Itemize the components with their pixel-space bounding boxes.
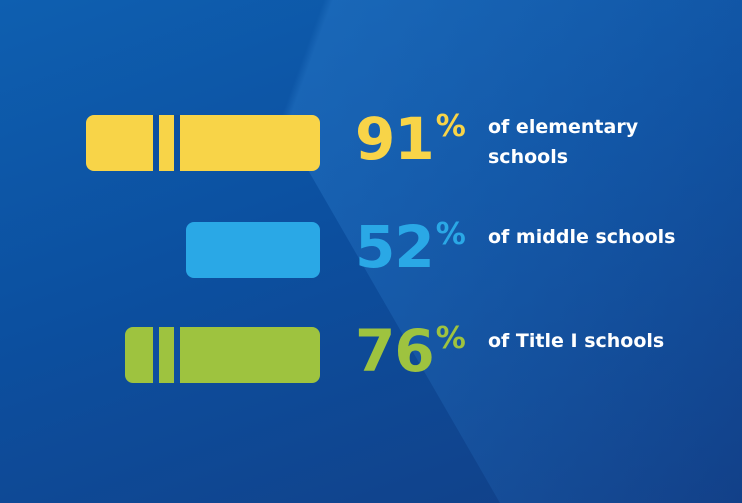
percent-value: 52 xyxy=(355,213,435,281)
percent-symbol: % xyxy=(435,321,466,356)
bar-2 xyxy=(186,222,320,278)
bar-1 xyxy=(86,115,320,171)
percent-symbol: % xyxy=(435,217,466,252)
bar-3 xyxy=(125,327,320,383)
bar-stripe xyxy=(174,327,180,383)
percent-value: 91 xyxy=(355,105,435,173)
bar-stripe xyxy=(174,115,180,171)
percent-value: 76 xyxy=(355,317,435,385)
category-label-2: of middle schools xyxy=(488,226,676,248)
bar-stripe xyxy=(153,115,159,171)
category-label-3: of Title I schools xyxy=(488,330,665,352)
percent-label-2: 52% xyxy=(355,217,466,276)
category-label-1: of elementary schools xyxy=(488,116,639,168)
bar-stripe xyxy=(153,327,159,383)
percent-label-1: 91% xyxy=(355,109,466,168)
percent-symbol: % xyxy=(435,109,466,144)
percent-label-3: 76% xyxy=(355,321,466,380)
